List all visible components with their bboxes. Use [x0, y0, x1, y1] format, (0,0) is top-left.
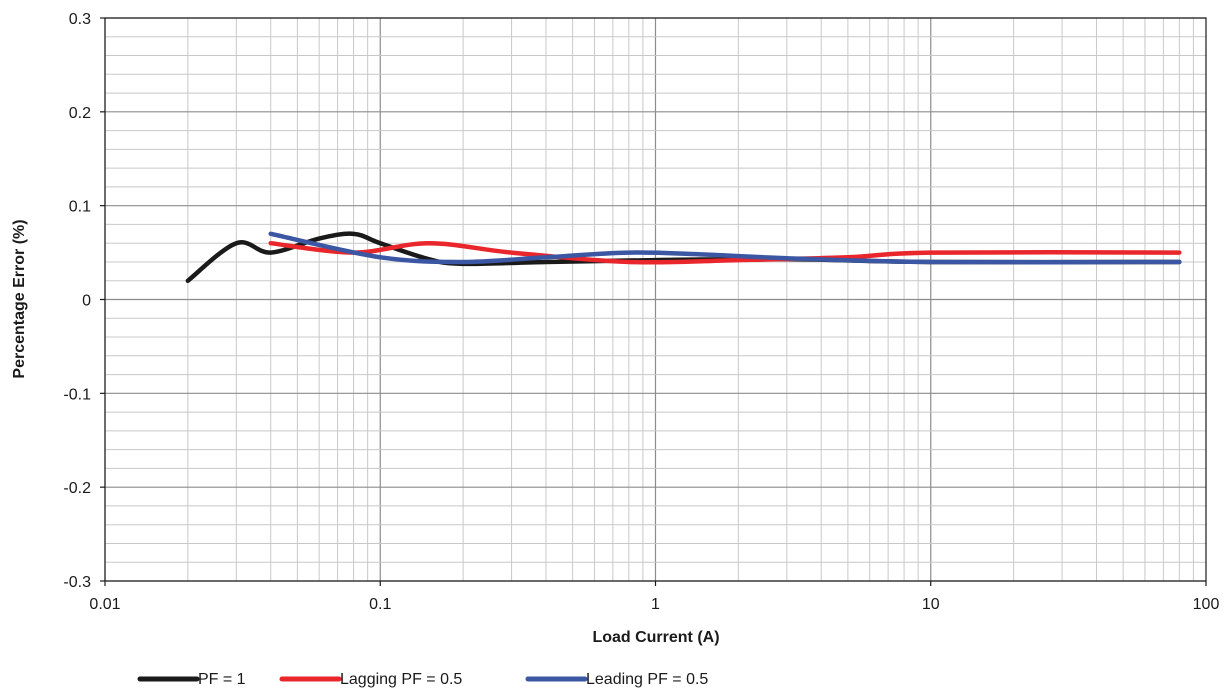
- y-axis-ticks: 0.3 0.2 0.1 0 -0.1 -0.2 -0.3: [63, 11, 105, 591]
- series-layer: [185, 231, 1182, 283]
- x-axis-title: Load Current (A): [592, 629, 719, 646]
- y-tick-label: -0.2: [63, 480, 91, 497]
- legend: PF = 1 Lagging PF = 0.5 Leading PF = 0.5: [137, 671, 708, 688]
- y-axis-title: Percentage Error (%): [11, 219, 28, 378]
- x-tick-label: 0.01: [89, 596, 120, 613]
- y-tick-label: -0.3: [63, 574, 91, 591]
- series-line-3: [268, 231, 1182, 265]
- x-tick-label: 0.1: [369, 596, 391, 613]
- y-tick-label: -0.1: [63, 386, 91, 403]
- y-tick-label: 0.1: [69, 199, 91, 216]
- y-tick-label: 0.2: [69, 105, 91, 122]
- x-tick-label: 10: [922, 596, 940, 613]
- x-tick-label: 1: [651, 596, 660, 613]
- grid-lines: [104, 17, 1206, 582]
- x-axis-ticks: 0.01 0.1 1 10 100: [89, 581, 1219, 613]
- legend-label: PF = 1: [198, 671, 246, 688]
- y-tick-label: 0.3: [69, 11, 91, 28]
- legend-label: Lagging PF = 0.5: [340, 671, 462, 688]
- x-tick-label: 100: [1193, 596, 1220, 613]
- series-line-2: [268, 240, 1182, 265]
- y-tick-label: 0: [82, 293, 91, 310]
- series-line-1: [185, 231, 1182, 283]
- legend-label: Leading PF = 0.5: [586, 671, 708, 688]
